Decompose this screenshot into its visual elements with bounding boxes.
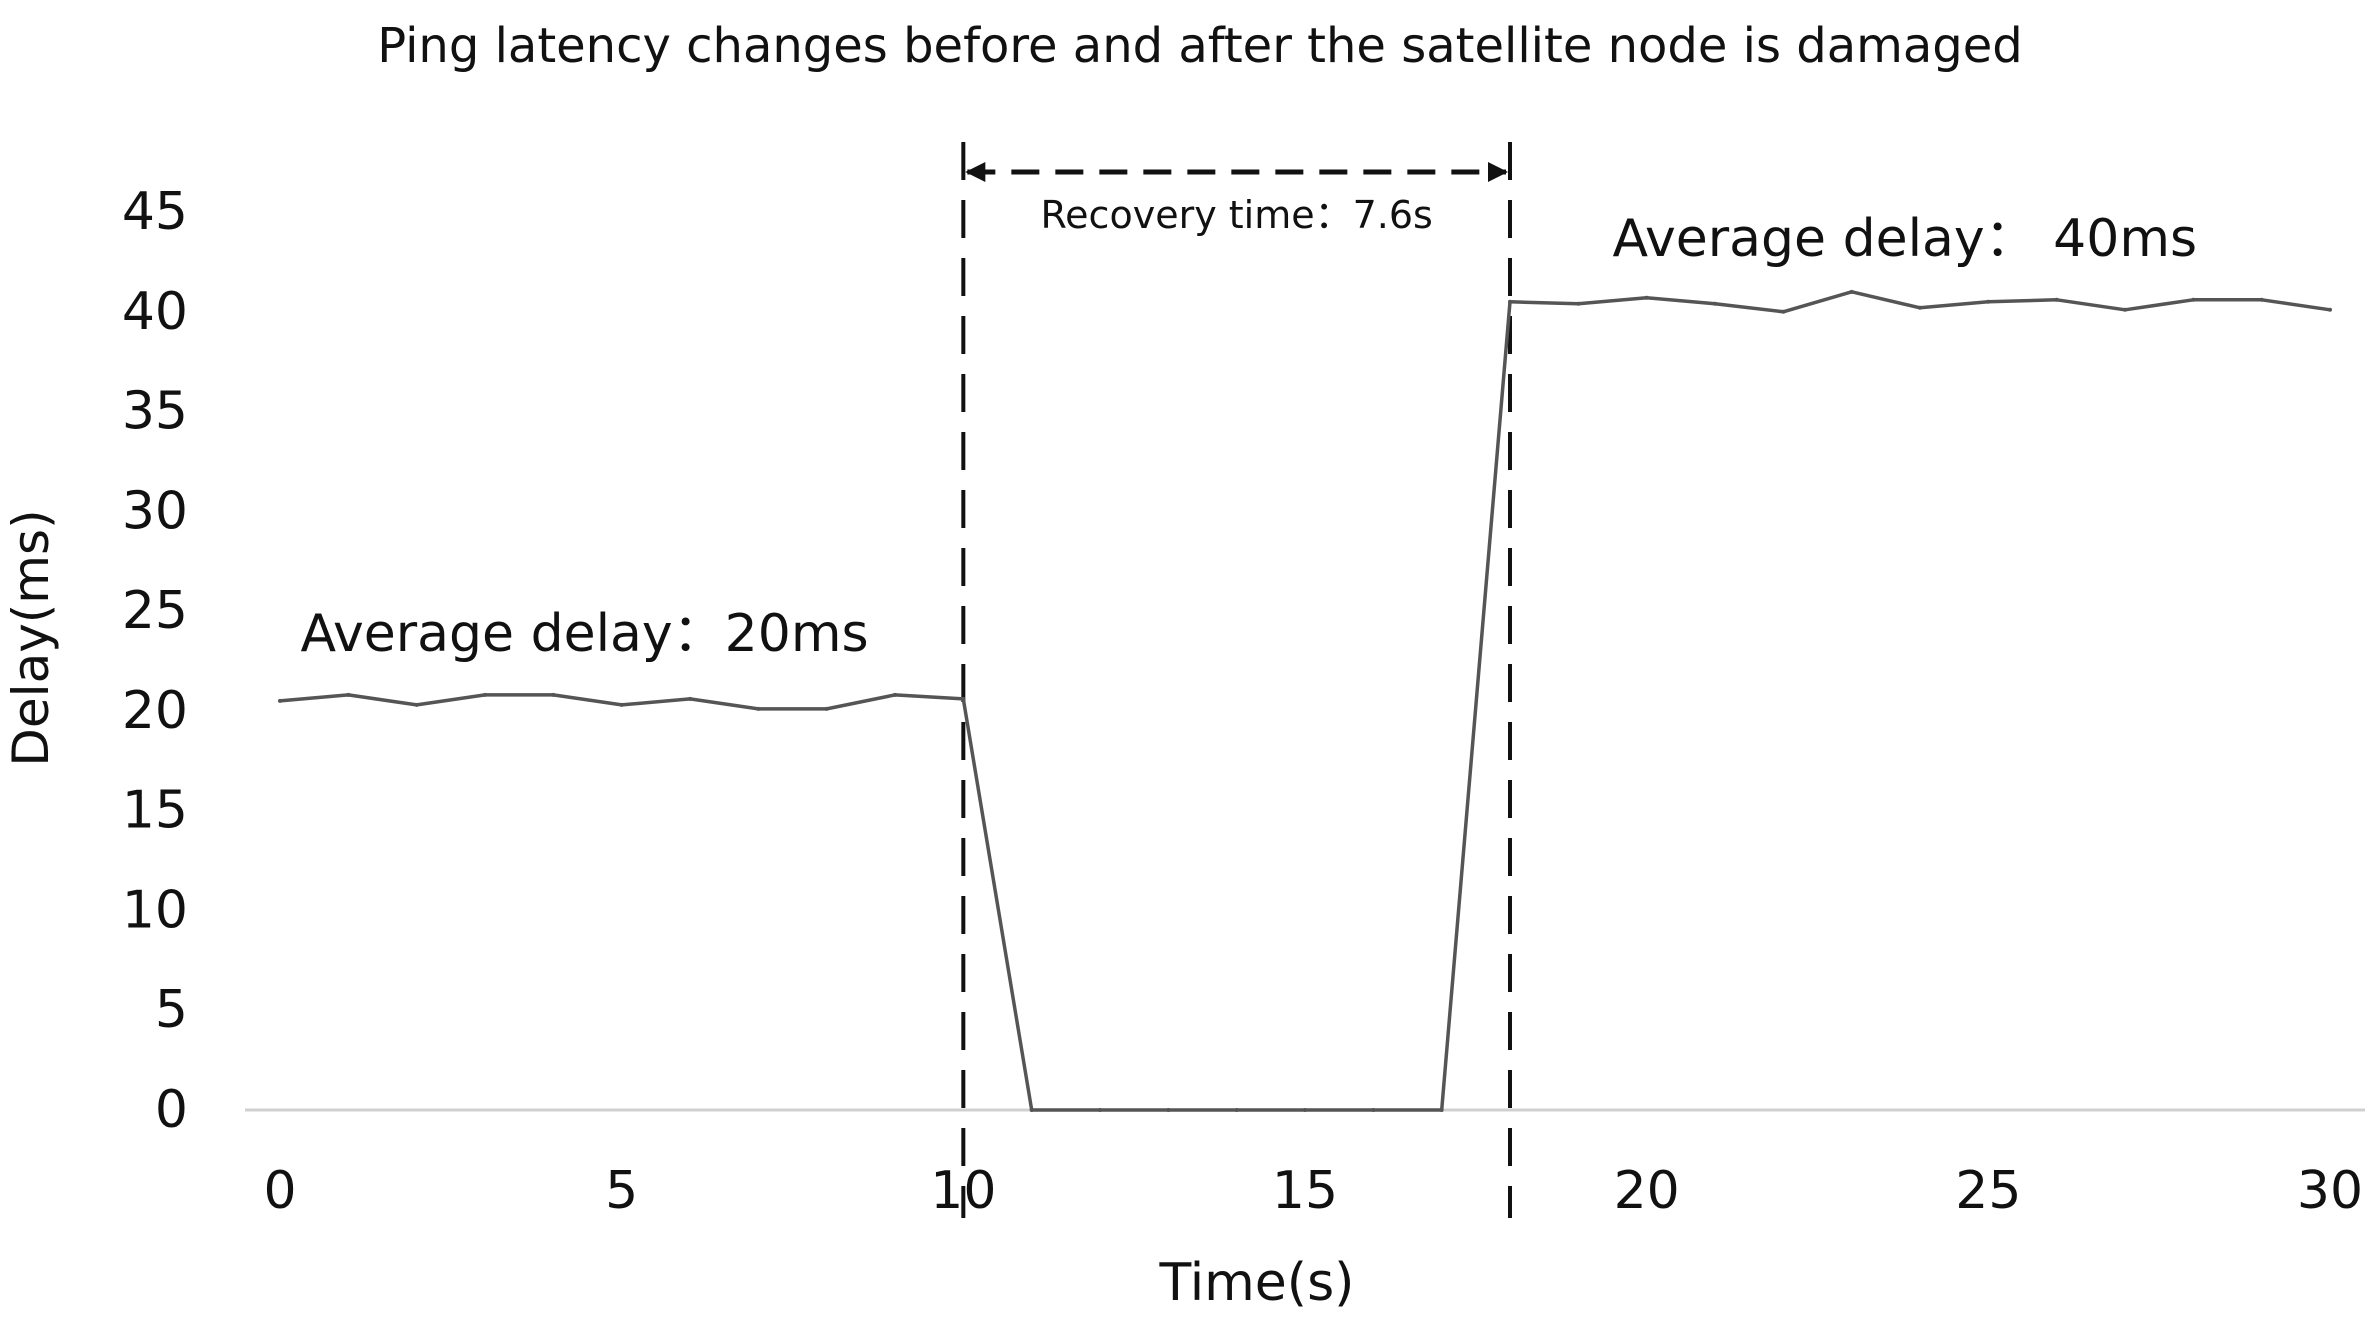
y-tick-label: 40 [122, 282, 188, 342]
data-point [1166, 1108, 1171, 1112]
x-tick-label: 5 [605, 1161, 638, 1221]
data-point [1644, 295, 1649, 300]
data-point [1849, 289, 1854, 294]
data-point [688, 696, 692, 701]
data-point [893, 692, 897, 697]
data-point [1508, 299, 1512, 304]
data-point [756, 706, 761, 711]
chart-title: Ping latency changes before and after th… [377, 18, 2023, 74]
before-average-delay-label: Average delay：20ms [301, 604, 869, 664]
x-tick-label: 15 [1272, 1161, 1338, 1221]
y-tick-label: 20 [122, 681, 188, 741]
y-axis-ticks: 0 5 10 15 20 25 30 35 40 45 [122, 182, 188, 1140]
marker-lines [961, 142, 1512, 1218]
before-label-prefix: Average delay： [301, 604, 725, 664]
series-line [279, 290, 2331, 1112]
data-point [1303, 1108, 1307, 1112]
data-point [1029, 1108, 1034, 1112]
x-tick-label: 30 [2297, 1161, 2363, 1221]
data-point [1781, 309, 1786, 314]
y-tick-label: 30 [122, 481, 188, 541]
y-tick-label: 5 [155, 980, 188, 1040]
data-point [2191, 297, 2196, 302]
data-point [1234, 1108, 1239, 1112]
data-point [278, 698, 282, 703]
data-point [2328, 307, 2332, 312]
data-point [346, 692, 351, 697]
x-tick-label: 20 [1614, 1161, 1680, 1221]
data-point [619, 702, 624, 707]
y-tick-label: 45 [122, 182, 188, 242]
data-point [1918, 305, 1922, 310]
y-tick-label: 10 [122, 880, 188, 940]
y-tick-label: 0 [155, 1080, 188, 1140]
before-label-value: 20 [725, 604, 791, 664]
data-point [551, 692, 556, 697]
data-point [824, 706, 829, 711]
data-point [1371, 1108, 1376, 1112]
data-point [414, 702, 419, 707]
y-tick-label: 15 [122, 781, 188, 841]
data-point [1713, 301, 1717, 306]
recovery-time-label: Recovery time：7.6s [1040, 193, 1432, 237]
x-tick-label: 0 [263, 1161, 296, 1221]
data-point [1439, 1108, 1444, 1112]
y-tick-label: 35 [122, 382, 188, 442]
data-point [483, 692, 487, 697]
x-axis-ticks: 0 5 10 15 20 25 30 [263, 1161, 2363, 1221]
data-point [961, 696, 966, 701]
data-point [1986, 299, 1991, 304]
x-tick-label: 25 [1955, 1161, 2021, 1221]
after-average-delay-label: Average delay： 40ms [1613, 209, 2198, 269]
data-point [2054, 297, 2059, 302]
data-point [1576, 301, 1581, 306]
x-axis-label: Time(s) [1159, 1253, 1355, 1313]
y-tick-label: 25 [122, 581, 188, 641]
data-point [2259, 297, 2264, 302]
before-label-unit: ms [791, 604, 869, 664]
series-group [278, 289, 2332, 1112]
y-axis-label: Delay(ms) [2, 509, 60, 766]
data-point [2123, 307, 2127, 312]
data-point [1098, 1108, 1102, 1112]
